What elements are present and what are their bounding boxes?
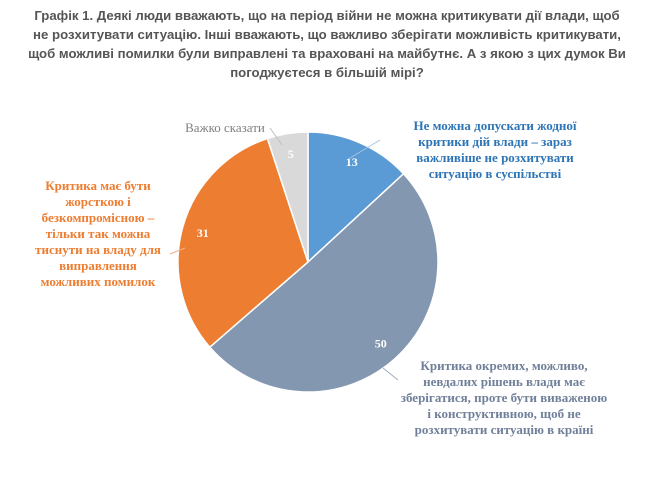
pie-slice: [307, 131, 405, 264]
title-line: не розхитувати ситуацію. Інші вважають, …: [33, 27, 621, 42]
leader-line: [269, 127, 283, 146]
data-label: 50: [375, 336, 387, 350]
leader-line: [349, 139, 381, 159]
leader-line: [169, 247, 186, 255]
pie-slice: [208, 172, 439, 393]
pie-slice: [266, 131, 309, 263]
category-label-harsh: Критика має бути жорсткою і безкомпроміс…: [35, 178, 161, 289]
leader-line: [382, 367, 399, 381]
chart-title: Графік 1. Деякі люди вважають, що на пер…: [10, 6, 644, 82]
data-label: 31: [197, 226, 209, 240]
title-line: щоб можливі помилки були виправлені та в…: [28, 46, 626, 61]
title-line: Графік 1. Деякі люди вважають, що на пер…: [34, 8, 620, 23]
category-label-hard-to-say: Важко сказати: [185, 120, 265, 135]
title-line: погоджуєтеся в більшій мірі?: [230, 65, 424, 80]
pie-slice: [177, 137, 309, 349]
category-label-no-criticism: Не можна допускати жодної критики дій вл…: [413, 118, 577, 181]
data-label: 13: [346, 155, 358, 169]
data-label: 5: [288, 147, 294, 161]
category-label-constructive: Критика окремих, можливо, невдалих рішен…: [400, 358, 608, 437]
